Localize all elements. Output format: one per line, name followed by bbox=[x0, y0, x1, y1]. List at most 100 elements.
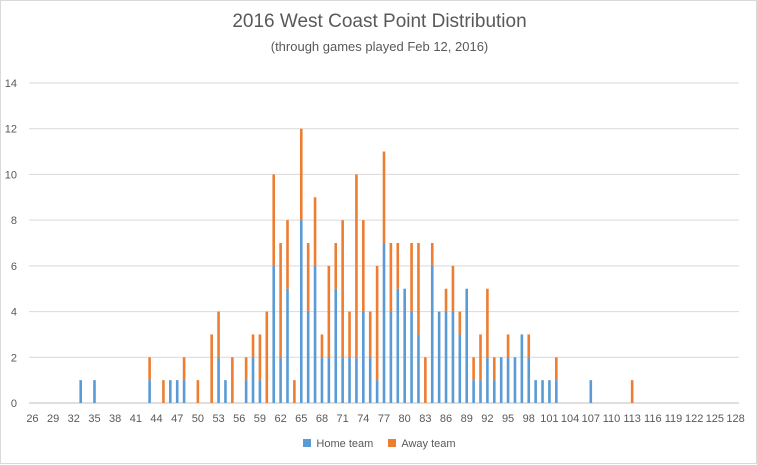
bar-away bbox=[555, 357, 558, 381]
bar-home bbox=[382, 243, 386, 403]
bar-away bbox=[231, 357, 234, 403]
bar-home bbox=[299, 220, 303, 403]
bar-home bbox=[182, 380, 186, 403]
bar-home bbox=[410, 311, 413, 403]
bar-home bbox=[465, 288, 469, 403]
x-tick-label: 86 bbox=[440, 413, 452, 425]
x-tick-label: 53 bbox=[212, 413, 224, 425]
x-tick-label: 95 bbox=[502, 413, 514, 425]
bar-home bbox=[355, 357, 358, 403]
y-tick-label: 6 bbox=[11, 261, 17, 273]
bar-home bbox=[458, 334, 462, 403]
bar-away bbox=[444, 288, 448, 312]
bar-home bbox=[375, 380, 379, 403]
bar-home bbox=[175, 380, 179, 403]
x-tick-label: 41 bbox=[130, 413, 142, 425]
x-tick-label: 62 bbox=[274, 413, 286, 425]
bar-away bbox=[458, 311, 462, 335]
bar-home bbox=[348, 357, 351, 403]
bar-away bbox=[244, 357, 248, 381]
bar-home bbox=[479, 380, 482, 403]
chart-subtitle: (through games played Feb 12, 2016) bbox=[270, 39, 489, 54]
bar-home bbox=[313, 265, 317, 403]
bar-away bbox=[320, 334, 324, 358]
bar-away bbox=[341, 220, 344, 358]
y-tick-label: 0 bbox=[11, 398, 17, 410]
bar-home bbox=[417, 334, 420, 403]
bar-home bbox=[527, 357, 531, 403]
x-tick-label: 44 bbox=[150, 413, 162, 425]
x-tick-label: 125 bbox=[706, 413, 724, 425]
x-tick-label: 98 bbox=[523, 413, 535, 425]
x-tick-label: 122 bbox=[685, 413, 703, 425]
bar-away bbox=[182, 357, 186, 381]
bar-home bbox=[279, 357, 282, 403]
bar-away bbox=[258, 334, 262, 381]
x-tick-label: 65 bbox=[295, 413, 307, 425]
bar-home bbox=[306, 311, 310, 403]
bar-away bbox=[375, 265, 379, 381]
bar-away bbox=[299, 128, 303, 221]
bar-home bbox=[589, 380, 593, 403]
bar-home bbox=[396, 288, 400, 403]
bar-home bbox=[513, 357, 517, 403]
bar-home bbox=[492, 380, 496, 403]
bar-away bbox=[210, 334, 213, 403]
x-tick-label: 29 bbox=[47, 413, 59, 425]
x-tick-label: 110 bbox=[603, 413, 621, 425]
x-tick-label: 68 bbox=[316, 413, 328, 425]
bar-home bbox=[548, 380, 551, 403]
bar-away bbox=[196, 380, 200, 403]
bar-away bbox=[396, 243, 400, 289]
bar-away bbox=[313, 197, 317, 266]
x-tick-label: 35 bbox=[88, 413, 100, 425]
bar-away bbox=[286, 220, 289, 289]
bar-home bbox=[286, 288, 289, 403]
bar-home bbox=[403, 288, 406, 403]
bar-away bbox=[451, 265, 455, 312]
bar-home bbox=[79, 380, 82, 403]
legend-label-away: Away team bbox=[401, 438, 456, 450]
bar-home bbox=[362, 311, 365, 403]
bar-away bbox=[368, 311, 372, 358]
x-tick-label: 113 bbox=[623, 413, 641, 425]
bar-away bbox=[148, 357, 151, 381]
bar-away bbox=[279, 243, 282, 358]
bar-away bbox=[472, 357, 475, 381]
x-tick-label: 83 bbox=[419, 413, 431, 425]
bar-away bbox=[265, 311, 269, 403]
bar-home bbox=[555, 380, 558, 403]
bar-home bbox=[327, 357, 331, 403]
bar-home bbox=[541, 380, 544, 403]
legend-item-home: Home team bbox=[303, 438, 373, 450]
bar-away bbox=[348, 311, 351, 358]
bar-home bbox=[486, 357, 489, 403]
bar-away bbox=[430, 243, 434, 266]
bar-home bbox=[148, 380, 151, 403]
bar-home bbox=[224, 380, 227, 403]
bar-home bbox=[430, 265, 434, 403]
bar-away bbox=[382, 151, 386, 243]
bar-away bbox=[479, 334, 482, 381]
y-tick-label: 4 bbox=[11, 307, 17, 319]
bar-away bbox=[355, 174, 358, 358]
x-tick-label: 101 bbox=[540, 413, 558, 425]
bar-home bbox=[437, 311, 441, 403]
bar-away bbox=[272, 174, 276, 266]
y-tick-label: 14 bbox=[5, 78, 17, 90]
bar-away bbox=[417, 243, 420, 335]
bar-away bbox=[251, 334, 255, 358]
bar-home bbox=[320, 357, 324, 403]
x-tick-label: 50 bbox=[192, 413, 204, 425]
x-tick-label: 80 bbox=[399, 413, 411, 425]
x-tick-label: 92 bbox=[481, 413, 493, 425]
bar-away bbox=[334, 243, 338, 289]
bar-away bbox=[389, 243, 393, 312]
bar-home bbox=[368, 357, 372, 403]
x-tick-label: 128 bbox=[726, 413, 744, 425]
bar-home bbox=[258, 380, 262, 403]
x-tick-label: 74 bbox=[357, 413, 369, 425]
bar-home bbox=[272, 265, 276, 403]
